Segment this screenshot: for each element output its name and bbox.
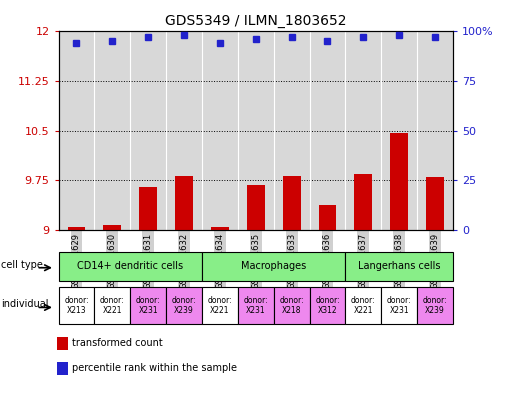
Bar bbox=[282, 176, 301, 230]
Bar bbox=[319, 205, 336, 230]
Text: donor:
X231: donor: X231 bbox=[387, 296, 412, 315]
Text: donor:
X231: donor: X231 bbox=[243, 296, 268, 315]
Text: cell type: cell type bbox=[1, 260, 43, 270]
Text: Macrophages: Macrophages bbox=[241, 261, 306, 271]
Text: donor:
X231: donor: X231 bbox=[136, 296, 160, 315]
Text: individual: individual bbox=[1, 299, 49, 309]
Text: donor:
X239: donor: X239 bbox=[172, 296, 196, 315]
Text: donor:
X213: donor: X213 bbox=[64, 296, 89, 315]
Bar bbox=[247, 185, 265, 230]
Bar bbox=[68, 227, 86, 230]
Bar bbox=[354, 174, 372, 230]
Bar bbox=[426, 177, 444, 230]
Bar bbox=[58, 337, 68, 349]
Text: Langerhans cells: Langerhans cells bbox=[358, 261, 440, 271]
Bar bbox=[139, 187, 157, 230]
Text: donor:
X221: donor: X221 bbox=[208, 296, 232, 315]
Text: transformed count: transformed count bbox=[72, 338, 162, 348]
Bar bbox=[103, 225, 121, 230]
Text: donor:
X239: donor: X239 bbox=[423, 296, 447, 315]
Text: donor:
X221: donor: X221 bbox=[100, 296, 125, 315]
Text: CD14+ dendritic cells: CD14+ dendritic cells bbox=[77, 261, 183, 271]
Text: donor:
X312: donor: X312 bbox=[315, 296, 340, 315]
Bar bbox=[211, 227, 229, 230]
Bar bbox=[58, 362, 68, 375]
Title: GDS5349 / ILMN_1803652: GDS5349 / ILMN_1803652 bbox=[165, 14, 347, 28]
Text: percentile rank within the sample: percentile rank within the sample bbox=[72, 364, 237, 373]
Text: donor:
X221: donor: X221 bbox=[351, 296, 376, 315]
Bar bbox=[175, 176, 193, 230]
Text: donor:
X218: donor: X218 bbox=[279, 296, 304, 315]
Bar bbox=[390, 133, 408, 230]
